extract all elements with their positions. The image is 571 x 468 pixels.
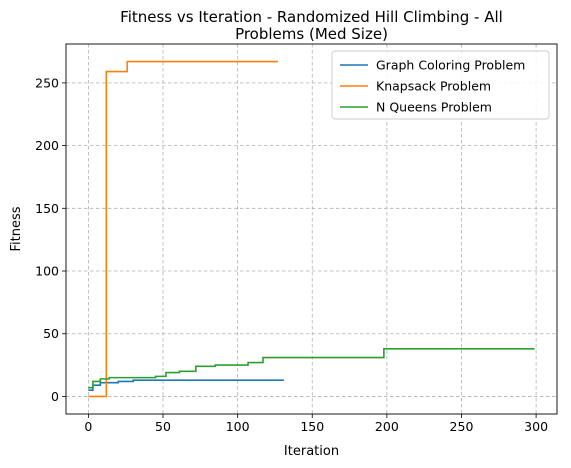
plot-lines [88,60,535,398]
legend-label-3: N Queens Problem [376,100,492,115]
x-tick-label: 300 [524,419,548,434]
y-tick-label: 250 [35,75,59,90]
legend-box [331,50,550,120]
x-tick-label: 50 [155,419,171,434]
legend-label-1: Graph Coloring Problem [376,58,525,73]
y-axis-label: Fitness [9,206,24,251]
y-tick-label: 50 [43,326,59,341]
x-axis: 0 50 100 150 200 250 300 [84,414,548,434]
plot-frame [65,43,558,415]
series-line-2 [88,60,278,398]
y-axis: 0 50 100 150 200 250 [35,75,66,404]
series-line-1 [88,379,284,391]
x-tick-label: 0 [84,419,92,434]
x-tick-label: 150 [300,419,324,434]
series-line-3 [88,347,535,389]
legend-label-2: Knapsack Problem [376,79,491,94]
legend: Graph Coloring Problem Knapsack Problem N … [331,50,550,120]
y-tick-label: 200 [35,138,59,153]
x-axis-label: Iteration [284,444,339,459]
chart-title-line-2: Problems (Med Size) [235,25,388,43]
y-tick-label: 100 [35,264,59,279]
y-tick-label: 0 [51,389,59,404]
x-tick-label: 250 [450,419,474,434]
x-tick-label: 100 [226,419,250,434]
x-tick-label: 200 [375,419,399,434]
chart-title-line-1: Fitness vs Iteration - Randomized Hill C… [120,8,503,26]
y-tick-label: 150 [35,201,59,216]
